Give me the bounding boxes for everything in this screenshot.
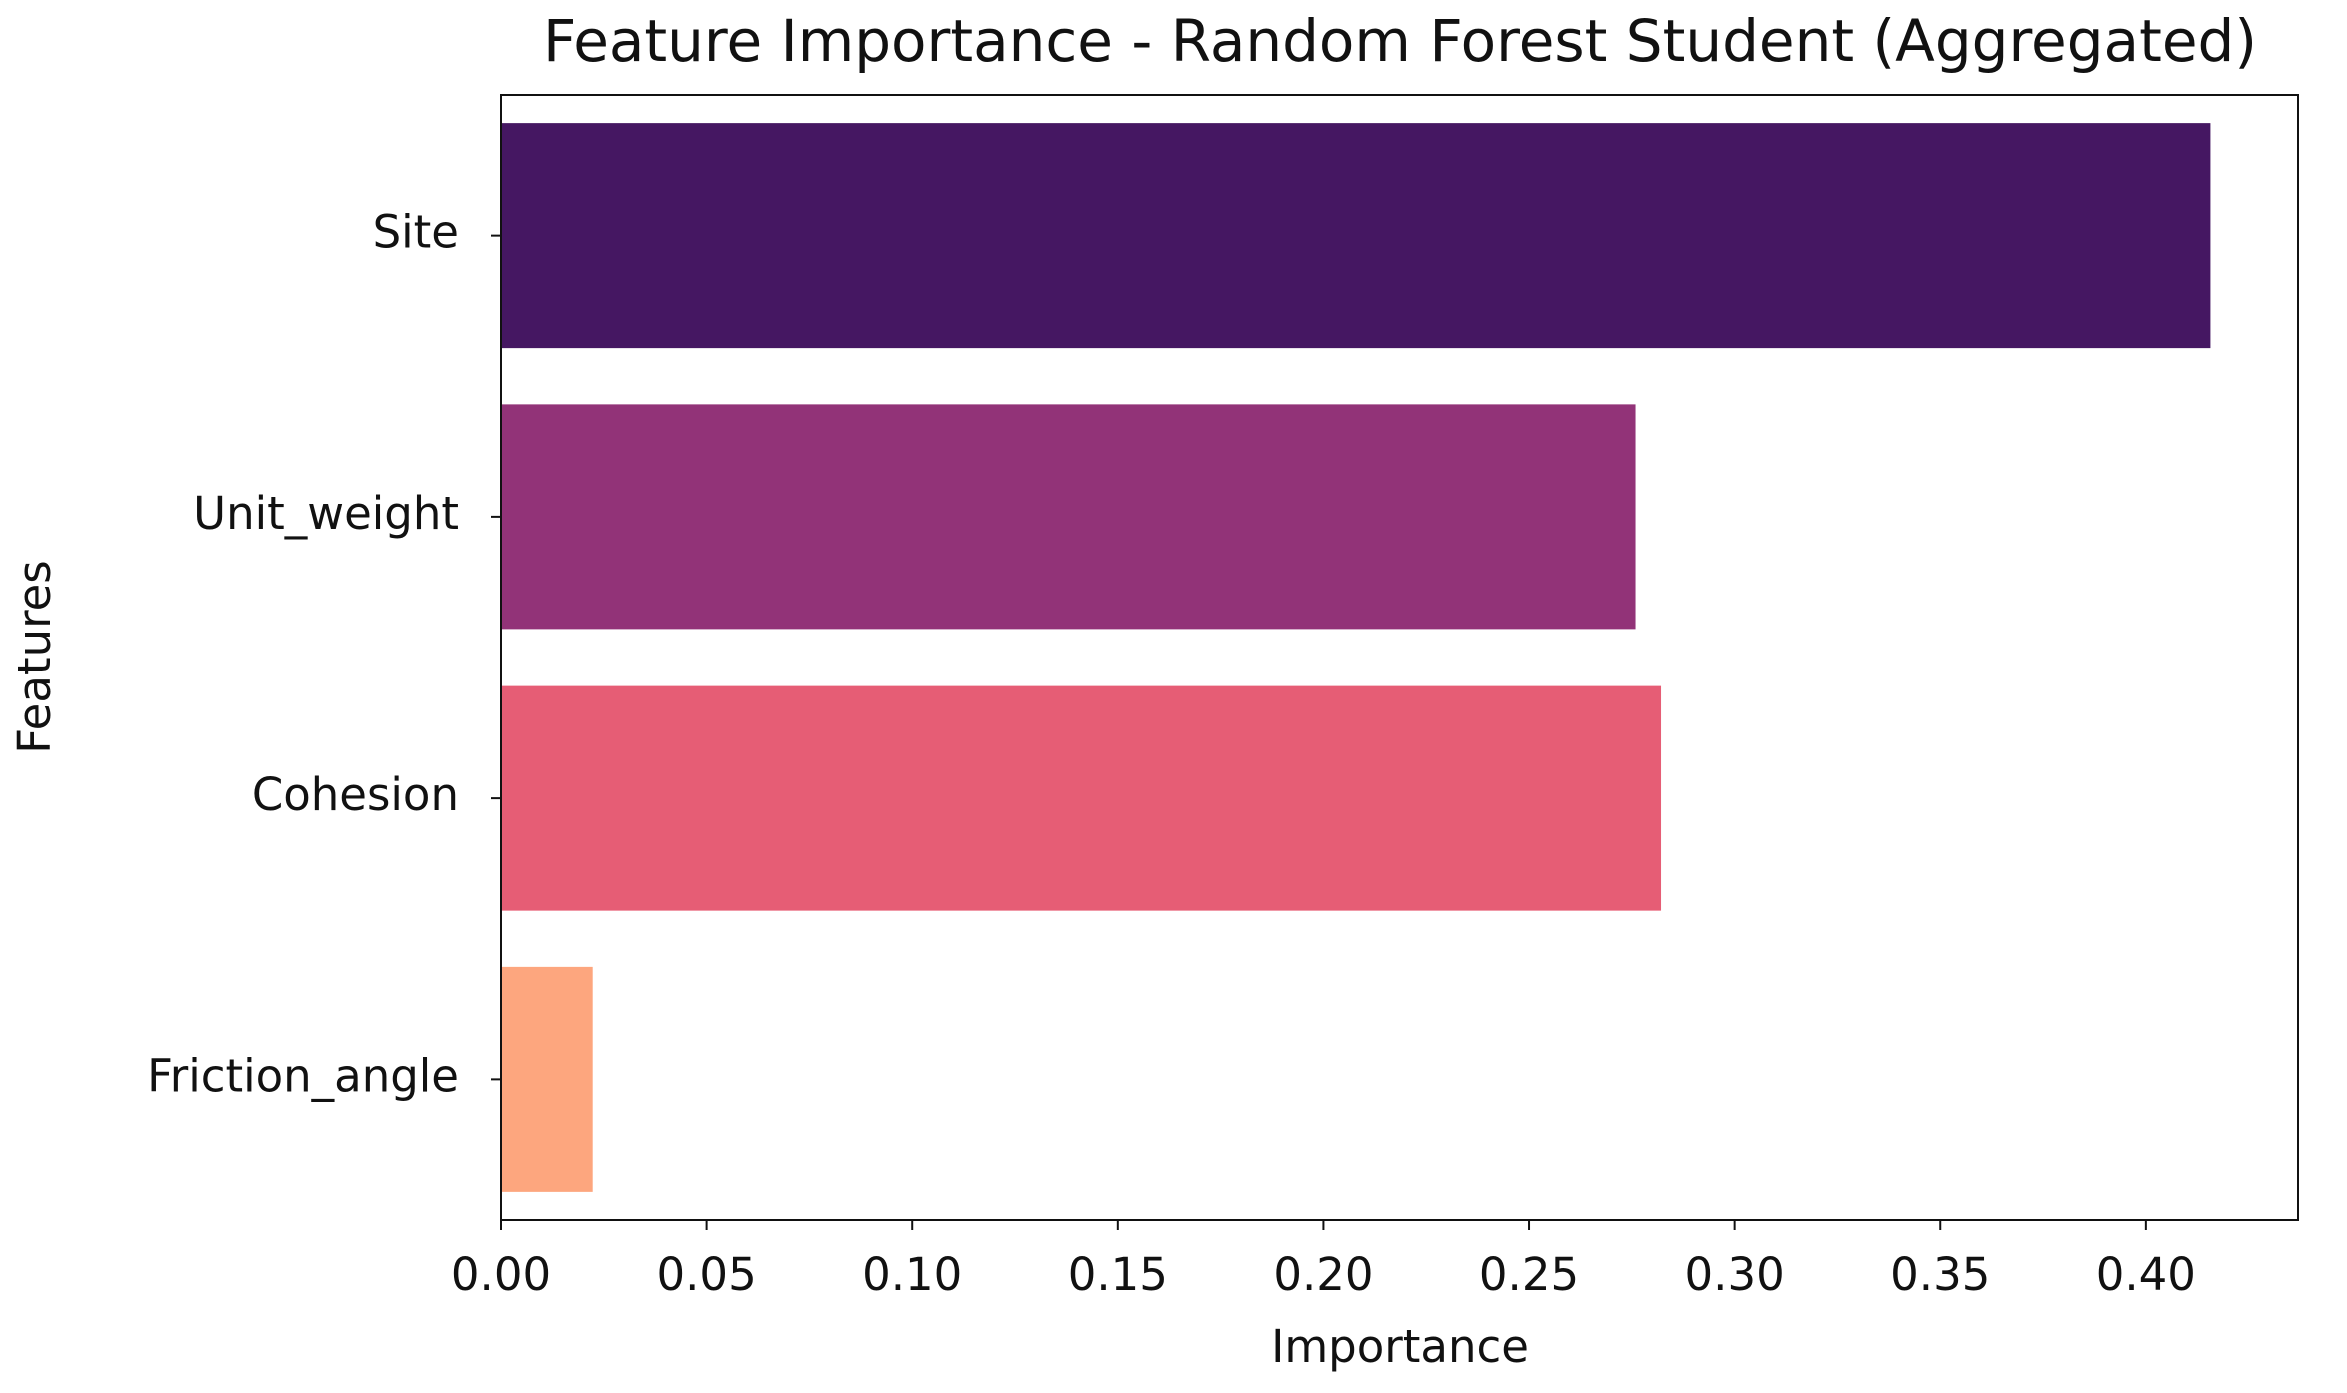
x-tick-label: 0.10 — [862, 1248, 962, 1301]
bar — [501, 404, 1636, 630]
x-tick-label: 0.30 — [1685, 1248, 1785, 1301]
x-axis-label: Importance — [1271, 1320, 1529, 1373]
y-tick-label: Cohesion — [252, 768, 459, 821]
y-tick-label: Unit_weight — [193, 487, 459, 540]
plot-frame — [500, 94, 2299, 1221]
bar — [501, 966, 593, 1192]
y-tick-label: Friction_angle — [147, 1049, 459, 1102]
x-tick-label: 0.00 — [451, 1248, 551, 1301]
x-tick-label: 0.20 — [1273, 1248, 1373, 1301]
chart-title: Feature Importance - Random Forest Stude… — [543, 7, 2257, 75]
y-axis-label: Features — [8, 560, 61, 754]
x-tick-label: 0.05 — [657, 1248, 757, 1301]
y-tick-label: Site — [373, 206, 459, 259]
bar — [501, 685, 1662, 911]
x-tick-label: 0.25 — [1479, 1248, 1579, 1301]
x-tick-label: 0.35 — [1890, 1248, 1990, 1301]
bar — [501, 123, 2211, 349]
x-tick-label: 0.40 — [2096, 1248, 2196, 1301]
x-tick-label: 0.15 — [1068, 1248, 1168, 1301]
